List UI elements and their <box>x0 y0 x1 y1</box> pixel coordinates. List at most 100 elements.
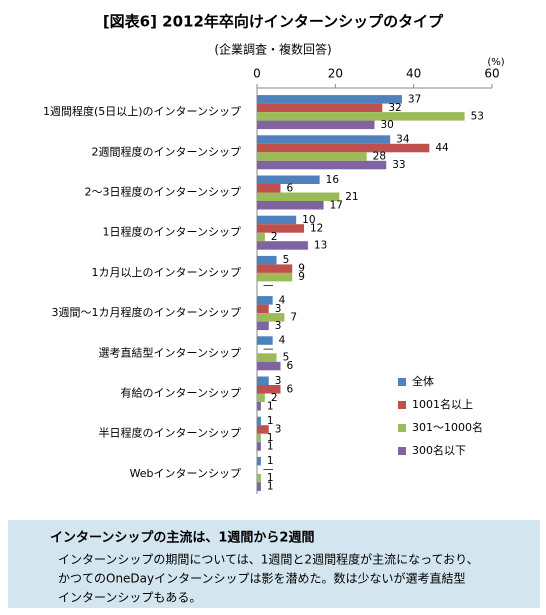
value-label: 34 <box>396 134 410 146</box>
value-label: 33 <box>392 159 405 171</box>
value-label: 1 <box>267 415 274 427</box>
value-label: 17 <box>330 199 343 211</box>
bar <box>257 416 261 426</box>
x-tick-label: 0 <box>253 67 261 81</box>
category-label: 半日程度のインターンシップ <box>99 426 241 440</box>
unit-label: (%) <box>487 57 504 68</box>
bar <box>257 393 265 402</box>
value-label: 53 <box>471 110 484 122</box>
legend-swatch <box>398 424 406 432</box>
value-label: — <box>263 343 274 355</box>
legend-label: 1001名以上 <box>412 397 473 411</box>
value-label: 9 <box>298 263 305 275</box>
note-line: インターンシップもある。 <box>58 591 201 605</box>
x-tick-label: 40 <box>406 67 421 81</box>
value-label: 30 <box>381 119 394 131</box>
note-line: かつてのOneDayインターンシップは影を潜めた。数は少ないが選考直結型 <box>58 571 466 586</box>
value-label: 32 <box>388 102 401 114</box>
bar <box>257 304 269 314</box>
bar <box>257 160 387 170</box>
value-label: 9 <box>298 271 305 283</box>
chart-title: [図表6] 2012年卒向けインターンシップのタイプ <box>103 13 444 31</box>
value-label: 1 <box>267 400 274 412</box>
value-label: 3 <box>275 423 282 435</box>
legend-swatch <box>398 401 406 409</box>
value-label: 28 <box>373 151 386 163</box>
legend-swatch <box>398 378 406 386</box>
bar <box>257 296 273 305</box>
category-label: 1日程度のインターンシップ <box>103 225 241 239</box>
value-label: 1 <box>267 481 274 493</box>
bar <box>257 255 277 265</box>
bar <box>257 336 273 345</box>
bar <box>257 112 465 121</box>
bar <box>257 201 324 210</box>
bar <box>257 192 340 201</box>
bar <box>257 241 308 250</box>
legend-label: 300名以下 <box>412 443 466 457</box>
legend-swatch <box>398 447 406 455</box>
category-label: 2〜3日程度のインターンシップ <box>85 185 241 199</box>
bar <box>257 152 367 161</box>
bar <box>257 385 281 394</box>
value-label: 1 <box>267 432 274 444</box>
value-label: 37 <box>408 93 421 105</box>
bar <box>257 361 281 371</box>
value-label: 2 <box>271 392 278 404</box>
bar <box>257 135 391 144</box>
note-line: インターンシップの期間については、1週間と2週間程度が主流になっており、 <box>58 552 479 567</box>
bar <box>257 103 383 113</box>
category-label: Webインターンシップ <box>130 467 241 480</box>
bar <box>257 143 430 153</box>
value-label: 4 <box>279 294 286 306</box>
bar <box>257 175 320 184</box>
value-label: 3 <box>275 320 282 332</box>
value-label: 2 <box>271 231 278 243</box>
value-label: 13 <box>314 239 327 251</box>
value-label: 7 <box>290 311 297 323</box>
value-label: 3 <box>275 303 282 315</box>
bar <box>257 433 261 443</box>
bar <box>257 272 293 282</box>
value-label: 5 <box>283 254 290 266</box>
category-label: 1カ月以上のインターンシップ <box>92 266 241 279</box>
value-label: — <box>263 464 274 476</box>
value-label: 6 <box>287 360 294 372</box>
value-label: 1 <box>267 440 274 452</box>
value-label: 6 <box>287 383 294 395</box>
value-label: 3 <box>275 375 282 387</box>
bar <box>257 402 261 411</box>
value-label: 4 <box>279 335 286 347</box>
value-label: 6 <box>287 182 294 194</box>
bar <box>257 425 269 434</box>
category-label: 有給のインターンシップ <box>121 386 241 400</box>
value-label: 1 <box>267 472 274 484</box>
bar <box>257 313 285 322</box>
value-label: 1 <box>267 455 274 467</box>
x-tick-label: 60 <box>484 67 499 81</box>
note-box <box>8 520 540 608</box>
category-label: 3週間〜1カ月程度のインターンシップ <box>52 305 241 319</box>
bar <box>257 120 375 130</box>
value-label: — <box>263 280 274 292</box>
bar <box>257 224 304 233</box>
value-label: 16 <box>326 174 340 186</box>
bar <box>257 95 402 104</box>
bar <box>257 264 293 273</box>
category-label: 2週間程度のインターンシップ <box>92 144 241 158</box>
bar <box>257 215 297 225</box>
legend-label: 全体 <box>412 374 434 388</box>
value-label: 44 <box>435 142 449 154</box>
bar <box>257 376 269 385</box>
bar <box>257 482 261 491</box>
bar <box>257 473 261 483</box>
value-label: 10 <box>302 214 315 226</box>
bar <box>257 232 265 242</box>
value-label: 21 <box>345 191 358 203</box>
x-tick-label: 20 <box>328 67 343 81</box>
bar <box>257 184 281 193</box>
value-label: 5 <box>283 352 290 364</box>
chart-subtitle: (企業調査・複数回答) <box>214 42 331 57</box>
